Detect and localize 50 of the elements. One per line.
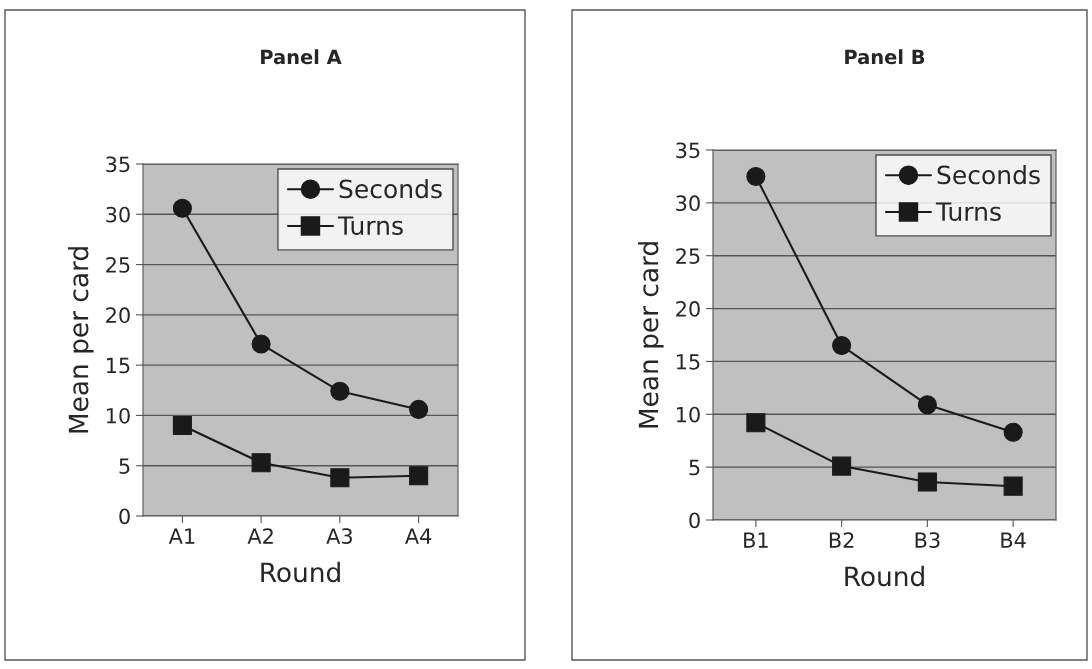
point (917, 472, 937, 492)
y-tick-label: 25 (676, 248, 700, 264)
point (409, 466, 429, 486)
point (172, 415, 192, 436)
x-tick-label: B1 (744, 532, 768, 548)
y-tick-label: 20 (106, 307, 130, 324)
y-tick-label: 5 (119, 458, 130, 474)
point (172, 198, 192, 218)
chart-title: Panel A (261, 49, 342, 65)
x-tick-label: B3 (915, 532, 940, 548)
y-tick-label: 15 (676, 354, 700, 370)
point (251, 453, 271, 473)
y-tick-label: 5 (689, 459, 700, 476)
chart-title: Panel B (845, 49, 925, 65)
legend-label: Seconds (937, 165, 1040, 185)
y-tick-label: 25 (106, 257, 130, 273)
point (1003, 422, 1023, 442)
x-axis-title: Round (261, 561, 340, 583)
point (917, 395, 937, 415)
x-tick-label: B4 (1001, 532, 1026, 548)
point (1003, 476, 1023, 496)
point (832, 336, 852, 356)
y-tick-label: 20 (676, 301, 700, 317)
point (251, 334, 271, 354)
point (330, 381, 350, 401)
legend-label: Turns (337, 216, 403, 236)
y-tick-label: 0 (119, 508, 130, 525)
y-axis-title: Mean per card (638, 242, 664, 428)
legend-label: Turns (935, 202, 1001, 222)
y-tick-label: 10 (676, 406, 700, 423)
y-tick-label: 35 (676, 142, 700, 159)
point (746, 166, 766, 186)
y-tick-label: 30 (676, 195, 700, 212)
y-axis-title: Mean per card (68, 247, 94, 433)
point (330, 468, 350, 488)
x-tick-label: A4 (405, 528, 432, 544)
point (409, 399, 429, 419)
y-tick-label: 10 (106, 407, 130, 424)
x-tick-label: B2 (829, 532, 854, 548)
y-tick-label: 0 (689, 512, 700, 529)
x-tick-label: A3 (326, 528, 352, 544)
x-tick-label: A2 (247, 528, 273, 544)
y-tick-label: 15 (106, 357, 130, 374)
legend-label: Seconds (339, 179, 442, 199)
y-tick-label: 30 (106, 206, 130, 223)
point (746, 413, 766, 433)
point (832, 456, 852, 476)
y-tick-label: 35 (106, 156, 130, 173)
x-tick-label: A1 (168, 528, 195, 544)
x-axis-title: Round (845, 565, 924, 587)
